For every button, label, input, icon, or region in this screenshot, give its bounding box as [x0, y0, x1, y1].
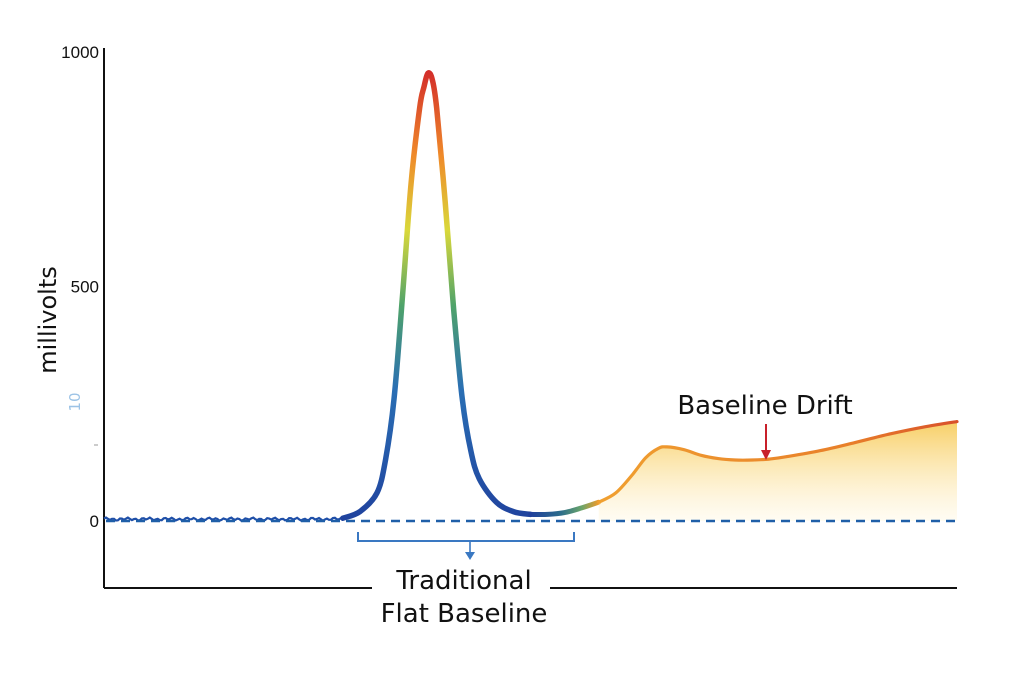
baseline-drift-area	[598, 421, 957, 521]
baseline-drift-label: Baseline Drift	[677, 391, 852, 421]
baseline-drift-line	[597, 420, 959, 504]
y-tick-label: 1000	[61, 43, 99, 62]
y-tick-label: 0	[90, 512, 99, 531]
y-tick-label: 500	[71, 278, 99, 297]
peak-tail	[528, 499, 602, 518]
axes	[94, 48, 957, 589]
y-axis-label: millivolts	[34, 266, 62, 374]
chromatogram-peak	[340, 70, 534, 521]
noise-baseline-segment	[103, 516, 344, 523]
drift-arrow-head	[761, 450, 771, 460]
flat-baseline-bracket	[357, 532, 575, 542]
stray-axis-mark: 10	[66, 392, 84, 411]
plot-area	[103, 70, 959, 523]
flat-baseline-label-line1: Traditional	[395, 566, 531, 596]
flat-baseline-label-line2: Flat Baseline	[381, 599, 548, 629]
bracket-pointer-arrowhead	[465, 552, 475, 560]
